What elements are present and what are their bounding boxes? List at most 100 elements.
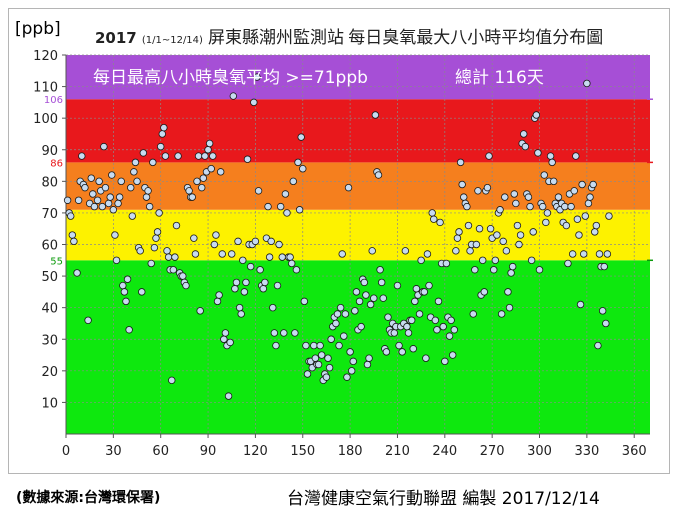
data-point: [478, 256, 487, 264]
data-point: [172, 221, 181, 230]
data-point: [513, 221, 522, 230]
data-point: [95, 177, 103, 186]
data-point: [109, 206, 118, 214]
data-point: [149, 158, 157, 167]
data-point: [182, 281, 190, 290]
data-point: [139, 149, 148, 157]
data-point: [543, 209, 552, 217]
data-point: [81, 183, 89, 192]
data-point: [239, 256, 247, 264]
data-point: [264, 202, 272, 211]
data-point: [430, 215, 438, 223]
data-point: [390, 329, 399, 337]
data-point: [546, 152, 555, 160]
data-point: [480, 288, 488, 296]
data-point: [122, 297, 130, 306]
data-point: [584, 199, 593, 208]
data-point: [228, 250, 236, 258]
data-point: [210, 240, 219, 249]
data-point: [450, 326, 458, 334]
data-point: [218, 250, 226, 258]
data-point: [325, 363, 334, 372]
x-tick-label: 90: [200, 444, 217, 459]
x-tick-label: 0: [62, 444, 70, 459]
data-point: [314, 360, 323, 369]
x-tick-label: 180: [338, 444, 363, 459]
data-point: [568, 250, 577, 258]
data-point: [460, 193, 468, 201]
data-point: [299, 164, 307, 173]
data-point: [158, 130, 166, 138]
data-point: [521, 142, 530, 151]
data-point: [336, 303, 345, 312]
data-point: [377, 278, 386, 287]
data-point: [447, 316, 455, 324]
data-point: [153, 228, 162, 236]
data-point: [171, 253, 179, 261]
data-point: [376, 266, 384, 274]
data-point: [226, 338, 234, 347]
data-point: [278, 253, 286, 261]
y-tick-label: 100: [33, 112, 58, 127]
data-point: [70, 237, 78, 246]
banner-left: 每日最高八小時臭氧平均 >=71ppb: [93, 68, 368, 88]
data-point: [272, 341, 280, 350]
data-point: [534, 149, 542, 157]
data-point: [229, 92, 238, 100]
data-point: [347, 367, 356, 375]
data-point: [520, 130, 528, 138]
data-point: [368, 247, 376, 255]
data-point: [548, 158, 556, 167]
data-point: [374, 171, 383, 179]
data-point: [128, 212, 136, 220]
data-point: [275, 240, 283, 249]
data-point: [302, 341, 310, 350]
data-point: [161, 152, 170, 160]
data-point: [371, 111, 380, 119]
data-point: [207, 164, 215, 173]
data-point: [100, 142, 108, 151]
band-purple: [66, 55, 650, 100]
threshold-label-86: 86: [50, 158, 63, 169]
data-point: [288, 259, 296, 268]
data-point: [420, 288, 428, 296]
x-tick-label: 330: [574, 444, 599, 459]
data-point: [445, 332, 454, 340]
data-point: [93, 196, 102, 204]
data-point: [163, 247, 171, 255]
data-point: [194, 152, 203, 160]
data-point: [428, 209, 436, 217]
data-point: [409, 345, 417, 353]
data-point: [562, 221, 571, 230]
data-point: [542, 218, 550, 227]
data-point: [224, 392, 233, 400]
data-point: [152, 234, 160, 242]
data-point: [155, 209, 163, 217]
data-point: [598, 307, 607, 315]
data-point: [261, 278, 269, 287]
data-point: [407, 316, 416, 324]
data-point: [352, 288, 361, 296]
data-point: [452, 247, 460, 255]
y-tick-label: 90: [41, 144, 58, 159]
data-point: [464, 221, 473, 230]
data-point: [324, 354, 332, 362]
data-point: [310, 341, 318, 350]
title-text: 屏東縣潮州監測站 每日臭氧最大八小時平均值分布圖: [208, 28, 604, 47]
y-tick-label: 30: [41, 333, 58, 348]
data-point: [526, 202, 534, 211]
data-point: [234, 237, 242, 246]
data-point: [117, 177, 125, 186]
y-tick-label: 50: [41, 270, 58, 285]
banner-right: 總計 116天: [455, 68, 544, 88]
y-tick-label: 110: [33, 81, 58, 96]
data-point: [346, 348, 354, 356]
data-point: [591, 228, 599, 236]
data-point: [583, 79, 591, 88]
data-point: [538, 202, 547, 211]
band-yellow: [66, 209, 650, 261]
data-point: [431, 316, 440, 324]
data-point: [449, 351, 457, 359]
data-point: [515, 240, 523, 249]
data-point: [209, 152, 217, 160]
